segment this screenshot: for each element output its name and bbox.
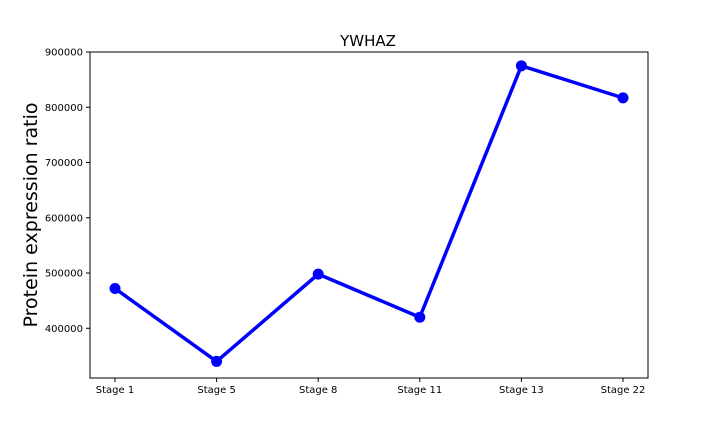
x-axis: Stage 1 Stage 5 Stage 8 Stage 11 Stage 13 Sta… — [96, 378, 646, 396]
series-layer — [109, 60, 629, 367]
series-line — [113, 64, 624, 364]
x-tick-label: Stage 1 — [96, 385, 134, 396]
x-tick-label: Stage 11 — [397, 385, 442, 396]
data-point — [211, 355, 223, 367]
data-point — [414, 311, 426, 323]
x-tick-label: Stage 22 — [601, 385, 646, 396]
plot-area-frame — [89, 51, 649, 379]
x-tick-label: Stage 13 — [499, 385, 544, 396]
x-tick-label: Stage 5 — [197, 385, 235, 396]
data-point — [109, 282, 121, 294]
data-point — [312, 268, 324, 280]
y-axis-label: Protein expression ratio — [20, 103, 42, 328]
y-tick-label: 800000 — [45, 103, 83, 114]
x-tick-label: Stage 8 — [299, 385, 337, 396]
y-tick-label: 900000 — [45, 48, 83, 59]
y-tick-label: 400000 — [45, 324, 83, 335]
y-tick-label: 500000 — [45, 269, 83, 280]
y-tick-label: 600000 — [45, 213, 83, 224]
y-axis: 400000 500000 600000 700000 800000 900000 — [45, 48, 90, 335]
y-tick-label: 700000 — [45, 158, 83, 169]
data-point — [515, 60, 527, 72]
data-point — [617, 92, 629, 104]
chart-title: YWHAZ — [339, 32, 396, 50]
